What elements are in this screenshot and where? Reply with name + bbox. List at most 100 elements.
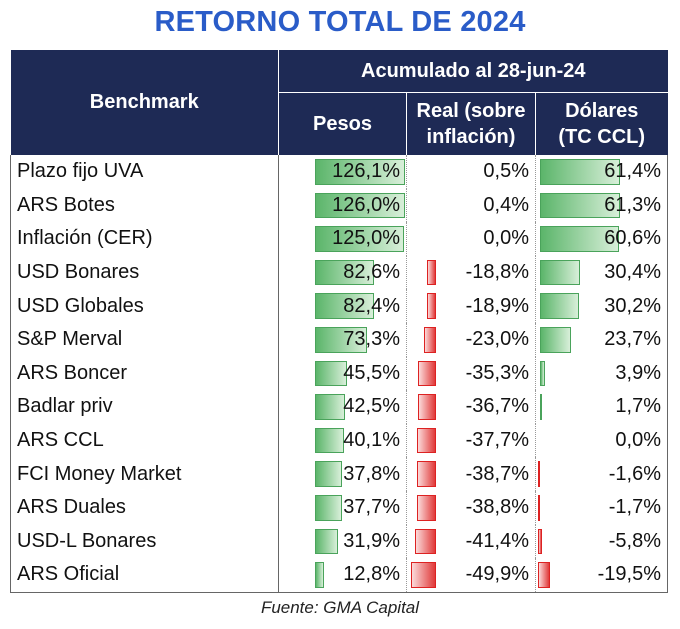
cell-real: -18,8%	[406, 255, 536, 290]
value-pesos: 42,5%	[343, 395, 400, 418]
cell-pesos: 42,5%	[279, 390, 407, 424]
bar-pesos	[315, 259, 374, 286]
bar-real	[416, 461, 436, 487]
cell-usd: 61,3%	[535, 188, 668, 223]
value-pesos: 126,0%	[332, 193, 400, 216]
value-real: 0,5%	[483, 160, 529, 183]
value-usd: 61,4%	[604, 160, 661, 183]
table-header: Benchmark Acumulado al 28-jun-24 Pesos R…	[10, 50, 668, 155]
value-real: -36,7%	[465, 395, 529, 418]
value-pesos: 45,5%	[343, 361, 400, 384]
bar-pesos	[315, 528, 338, 555]
header-pesos: Pesos	[278, 92, 407, 155]
bar-pesos	[315, 192, 405, 219]
value-pesos: 126,1%	[332, 160, 400, 183]
cell-pesos: 82,6%	[279, 256, 407, 290]
cell-pesos: 31,9%	[279, 525, 407, 559]
cell-real: -37,7%	[406, 423, 536, 458]
bar-usd	[540, 192, 620, 219]
cell-pesos: 73,3%	[279, 323, 407, 357]
value-usd: 23,7%	[604, 328, 661, 351]
cell-usd: -1,7%	[535, 490, 668, 525]
row-name: Plazo fijo UVA	[10, 155, 279, 189]
bar-real	[417, 394, 436, 420]
bar-pesos	[315, 226, 405, 252]
table-row: FCI Money Market 37,8% -38,7% -1,6%	[10, 457, 668, 491]
cell-pesos: 126,1%	[279, 155, 407, 189]
table-row: Badlar priv 42,5% -36,7% 1,7%	[10, 390, 668, 424]
value-usd: 0,0%	[615, 429, 661, 452]
bar-real	[418, 360, 436, 387]
bar-real	[417, 427, 436, 454]
value-usd: 30,4%	[604, 261, 661, 284]
bar-usd	[540, 259, 580, 286]
bar-usd	[540, 360, 546, 387]
cell-usd: -19,5%	[535, 558, 668, 593]
bar-usd	[538, 562, 550, 588]
cell-real: 0,5%	[406, 155, 536, 189]
bar-pesos	[315, 461, 342, 487]
cell-pesos: 82,4%	[279, 289, 407, 323]
cell-usd: -5,8%	[535, 524, 668, 559]
table-body: Plazo fijo UVA 126,1% 0,5% 61,4% ARS Botes 12…	[10, 155, 668, 593]
value-real: 0,4%	[483, 193, 529, 216]
cell-pesos: 126,0%	[279, 189, 407, 223]
bar-usd	[540, 226, 619, 252]
cell-usd: -1,6%	[535, 457, 668, 491]
value-real: -37,7%	[465, 429, 529, 452]
cell-real: -49,9%	[406, 558, 536, 593]
bar-usd	[540, 394, 543, 420]
row-name: ARS CCL	[10, 423, 279, 458]
value-pesos: 31,9%	[343, 529, 400, 552]
value-real: -38,7%	[465, 462, 529, 485]
bar-usd	[538, 461, 540, 487]
header-real: Real (sobre inflación)	[406, 92, 536, 155]
header-usd: Dólares (TC CCL)	[535, 92, 668, 155]
table-row: Inflación (CER) 125,0% 0,0% 60,6%	[10, 222, 668, 256]
returns-table: Benchmark Acumulado al 28-jun-24 Pesos R…	[10, 50, 668, 593]
cell-usd: 0,0%	[535, 423, 668, 458]
value-real: 0,0%	[483, 227, 529, 250]
cell-usd: 61,4%	[535, 155, 668, 189]
table-row: ARS Boncer 45,5% -35,3% 3,9%	[10, 356, 668, 391]
cell-pesos: 45,5%	[279, 357, 407, 391]
row-name: USD Globales	[10, 289, 279, 323]
value-usd: 60,6%	[604, 227, 661, 250]
value-pesos: 12,8%	[343, 563, 400, 586]
value-pesos: 82,4%	[343, 294, 400, 317]
row-name: ARS Botes	[10, 188, 279, 223]
cell-real: -38,7%	[406, 457, 536, 491]
value-real: -38,8%	[465, 496, 529, 519]
row-name: USD Bonares	[10, 255, 279, 290]
cell-real: -36,7%	[406, 390, 536, 424]
cell-usd: 1,7%	[535, 390, 668, 424]
bar-usd	[538, 528, 542, 555]
bar-usd	[540, 293, 580, 319]
value-real: -41,4%	[465, 529, 529, 552]
bar-pesos	[315, 360, 348, 387]
cell-usd: 60,6%	[535, 222, 668, 256]
value-usd: -1,7%	[608, 496, 661, 519]
bar-pesos	[315, 494, 342, 521]
cell-usd: 30,4%	[535, 255, 668, 290]
bar-usd	[540, 326, 571, 353]
value-real: -35,3%	[465, 361, 529, 384]
value-usd: 3,9%	[615, 361, 661, 384]
header-benchmark: Benchmark	[10, 50, 279, 155]
table-row: USD Globales 82,4% -18,9% 30,2%	[10, 289, 668, 323]
bar-pesos	[315, 562, 325, 588]
table-row: ARS Botes 126,0% 0,4% 61,3%	[10, 188, 668, 223]
bar-usd	[538, 494, 540, 521]
value-pesos: 37,8%	[343, 462, 400, 485]
table-row: ARS Oficial 12,8% -49,9% -19,5%	[10, 558, 668, 593]
source-note: Fuente: GMA Capital	[260, 598, 420, 617]
cell-usd: 30,2%	[535, 289, 668, 323]
bar-real	[426, 259, 436, 286]
bar-usd	[540, 159, 620, 185]
bar-pesos	[315, 293, 374, 319]
cell-usd: 23,7%	[535, 322, 668, 357]
value-usd: 1,7%	[615, 395, 661, 418]
cell-pesos: 37,8%	[279, 457, 407, 491]
value-real: -23,0%	[465, 328, 529, 351]
header-group: Acumulado al 28-jun-24	[278, 50, 668, 93]
